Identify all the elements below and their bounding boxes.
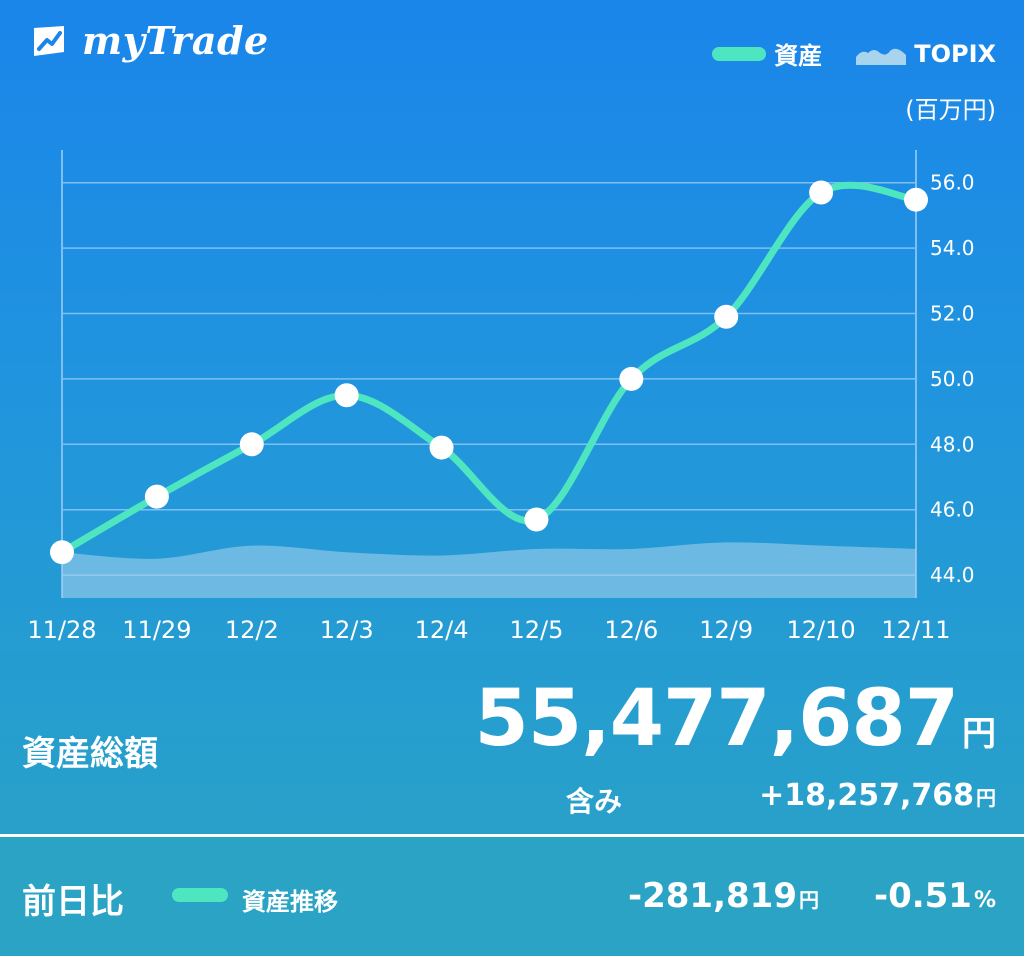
mytrade-logo-icon [34,25,64,56]
comparison-bar [0,837,1024,956]
day-change-percent-number: -0.51 [873,876,972,916]
y-tick-label: 50.0 [930,367,975,391]
day-change-yen: 円 [798,888,819,912]
legend-item-topix[interactable]: TOPIX [856,40,996,68]
legend-label-topix: TOPIX [914,39,996,68]
unrealized-value: +18,257,768 円 [759,778,996,813]
y-tick-label: 48.0 [930,432,975,456]
day-change-label: 前日比 [22,882,124,922]
asset-point [524,507,549,532]
app-logo: myTrade [30,18,269,63]
x-tick-label: 12/5 [509,616,563,644]
legend-label-asset: 資産 [774,42,823,70]
asset-trend-swatch-icon [172,888,228,902]
x-tick-label: 12/6 [604,616,658,644]
asset-point [619,366,644,391]
asset-chart[interactable]: 44.0 46.0 48.0 50.0 52.0 54.0 56.0 11/28 11/29 12… [0,0,1024,660]
asset-point [714,304,739,329]
day-change-number: -281,819 [628,876,797,916]
total-assets-label: 資産総額 [22,734,158,774]
y-tick-label: 56.0 [930,171,975,195]
legend-item-asset[interactable]: 資産 [712,36,822,71]
asset-point [239,432,264,457]
x-tick-label: 11/29 [122,616,191,644]
unrealized-label: 含み [566,785,623,818]
section-divider [0,834,1024,837]
day-change-percent: -0.51 % [874,876,996,916]
mountain-area-icon [856,48,907,65]
y-tick-label: 54.0 [930,236,975,260]
total-assets-number: 55,477,687 [474,674,959,764]
x-tick-label: 12/2 [225,616,279,644]
asset-trend-label: 資産推移 [242,888,338,916]
asset-line [58,181,920,556]
day-change-amount: -281,819 円 [628,876,819,916]
x-tick-label: 12/9 [699,616,753,644]
chart-legend: 資産 TOPIX [678,36,996,71]
app-name: myTrade [82,18,269,63]
asset-point [809,180,834,205]
y-tick-label: 52.0 [930,302,975,326]
x-tick-label: 12/3 [320,616,374,644]
asset-point [334,383,359,408]
y-tick-label: 44.0 [930,563,975,587]
unrealized-number: +18,257,768 [759,778,974,813]
asset-point [144,484,169,509]
x-tick-label: 12/10 [787,616,856,644]
total-assets-yen: 円 [962,714,996,754]
y-tick-label: 46.0 [930,498,975,522]
asset-point [429,435,454,460]
unrealized-yen: 円 [976,786,996,810]
asset-line-swatch-icon [712,46,767,61]
asset-point [904,187,928,212]
x-tick-label: 11/28 [27,616,96,644]
percent-sign: % [973,888,996,913]
x-tick-label: 12/11 [881,616,950,644]
total-assets-value: 55,477,687 円 [475,674,996,764]
asset-point [50,540,74,565]
x-tick-label: 12/4 [415,616,469,644]
topix-area [62,542,916,598]
unit-label: (百万円) [905,96,996,124]
